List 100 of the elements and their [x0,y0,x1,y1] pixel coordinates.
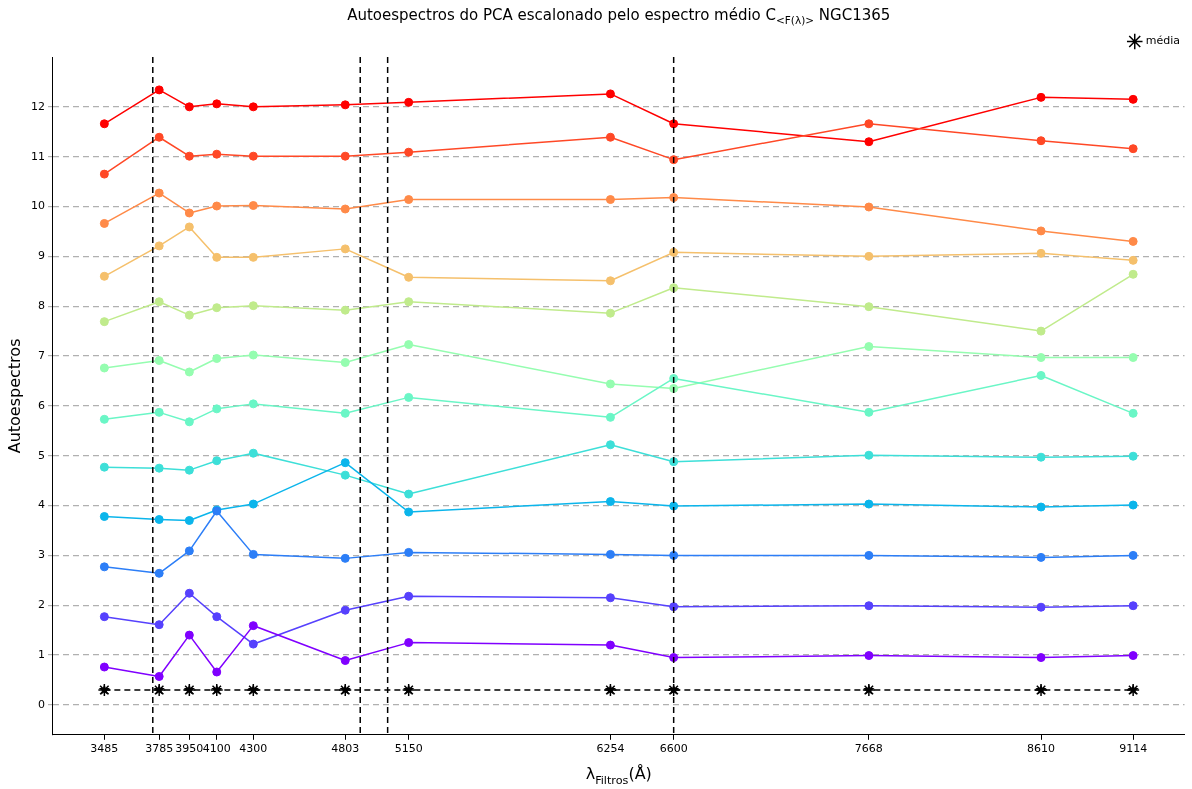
point [99,512,109,522]
point [248,252,258,262]
y-tick-label: 2 [38,598,45,612]
x-tick-label: 3485 [90,742,119,756]
point [248,639,258,649]
point [154,568,164,578]
point [184,102,194,112]
point [404,507,414,517]
y-tick-label: 8 [38,299,45,313]
point [212,404,222,414]
point [1036,653,1046,663]
point [864,251,874,261]
point [340,605,350,615]
point [1036,370,1046,380]
point [248,151,258,161]
point [864,499,874,509]
point [248,350,258,360]
y-axis-title: Autoespectros [5,338,25,454]
point [212,149,222,159]
point [212,201,222,211]
point [404,272,414,282]
point [184,546,194,556]
point [99,169,109,179]
point [99,562,109,572]
point [212,99,222,109]
point [340,470,350,480]
point [154,85,164,95]
point [184,417,194,427]
point [1128,269,1138,279]
point [248,399,258,409]
point [248,621,258,631]
point [864,119,874,129]
point [1036,602,1046,612]
point [1128,353,1138,363]
point [212,252,222,262]
point [184,367,194,377]
point [184,516,194,525]
point [248,102,258,112]
point [1128,144,1138,154]
point [1128,651,1138,661]
point [864,550,874,560]
point [248,499,258,509]
point [669,602,679,612]
point [605,276,615,286]
x-tick-label: 3950 [175,742,204,756]
point [605,195,615,205]
point [99,414,109,424]
point [864,651,874,661]
point [605,497,615,507]
point [248,549,258,559]
point [154,671,164,681]
legend-label: média [1145,34,1180,48]
x-tick-label: 4803 [331,742,360,756]
point [404,392,414,402]
point [99,363,109,373]
y-tick-label: 10 [31,199,45,213]
point [605,89,615,99]
x-tick-label: 5150 [394,742,423,756]
point [1036,226,1046,236]
point [605,308,615,318]
point [248,201,258,211]
point [154,463,164,473]
point [864,450,874,460]
y-tick-label: 4 [38,498,45,512]
point [154,356,164,366]
point [605,379,615,389]
point [1036,92,1046,102]
point [340,100,350,110]
point [340,204,350,214]
point [605,593,615,603]
point [864,407,874,417]
point [1128,451,1138,461]
point [669,550,679,560]
point [1036,552,1046,562]
point [154,620,164,630]
point [340,458,350,468]
point [605,640,615,650]
point [212,354,222,364]
point [154,407,164,417]
point [1128,601,1138,611]
point [1036,248,1046,258]
point [154,297,164,307]
point [404,147,414,157]
y-tick-label: 0 [38,697,45,711]
point [154,188,164,198]
point [184,151,194,161]
point [1128,94,1138,104]
point [1036,136,1046,146]
point [340,408,350,418]
point [99,317,109,327]
point [184,465,194,475]
point [404,340,414,350]
point [212,303,222,313]
point [184,630,194,640]
point [154,241,164,251]
point [605,132,615,142]
point [605,412,615,422]
y-tick-label: 3 [38,548,45,562]
point [212,667,222,677]
point [184,310,194,320]
